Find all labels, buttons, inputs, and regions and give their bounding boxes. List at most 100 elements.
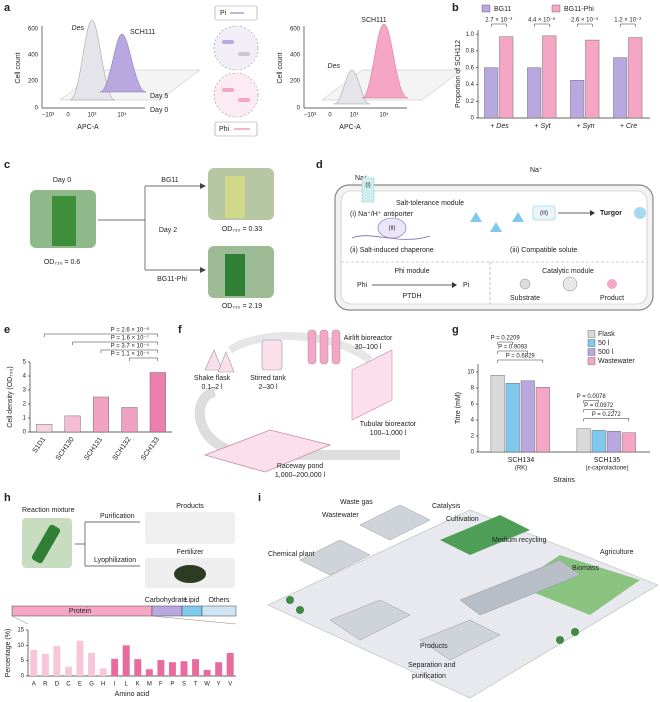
bar	[149, 372, 166, 433]
annotation: P = 1.1 × 10⁻⁴	[111, 351, 150, 358]
solute	[490, 222, 502, 232]
bar	[180, 661, 188, 676]
panel-letter: g	[452, 324, 459, 336]
photo-culture	[52, 196, 76, 246]
axis-title: Amino acid	[115, 691, 150, 698]
arrow-head	[200, 183, 206, 189]
bracket	[583, 418, 630, 422]
panel-letter: a	[4, 2, 11, 14]
axis-title: Titre (mM)	[455, 392, 462, 424]
tick-label: 600	[28, 27, 39, 33]
label: Biomass	[572, 565, 599, 572]
panel-letter: f	[178, 324, 182, 336]
flow-plot: Des SCH111 0 200 400 600 Cell count −10³…	[15, 19, 201, 131]
bar	[134, 659, 142, 676]
histogram-peak	[333, 69, 371, 105]
y-tick-label: 1.0	[466, 32, 475, 38]
axis-title: APC-A	[77, 124, 99, 131]
protein-chain	[351, 235, 431, 240]
label: Shake flask	[194, 375, 231, 382]
cell-icon	[238, 52, 250, 56]
bracket	[576, 23, 593, 27]
legend-swatch	[481, 4, 491, 13]
building	[359, 504, 431, 541]
solute	[512, 212, 524, 222]
arrow-head	[452, 282, 457, 288]
axis-title: Cell count	[15, 52, 22, 83]
x-tick-label: R	[43, 682, 48, 688]
tick-label: 10⁴	[379, 112, 389, 119]
label: Separation and	[408, 662, 456, 669]
legend-label: 500 l	[598, 349, 614, 356]
bar	[535, 387, 550, 453]
bar	[628, 37, 643, 119]
label: Reaction mixture	[22, 507, 75, 514]
x-tick-label: L	[125, 682, 129, 688]
bar	[215, 662, 223, 676]
bracket	[619, 23, 636, 27]
x-tick-label: + Cre	[620, 123, 637, 130]
bar	[520, 380, 535, 453]
bar	[76, 640, 84, 676]
annotation: 4.4 × 10⁻⁶	[528, 17, 556, 24]
label: 1,000–200,000 l	[275, 472, 326, 479]
x-tick-label: D	[55, 682, 60, 688]
bracket	[490, 23, 507, 27]
label: Day 0	[53, 177, 71, 184]
bar	[499, 36, 514, 119]
antiporter	[361, 177, 375, 203]
tick-label: −10³	[42, 113, 54, 119]
marker: (i)	[365, 183, 370, 189]
bar	[621, 432, 636, 453]
tree	[571, 628, 579, 636]
panel-letter: i	[258, 492, 261, 504]
flask-icon	[204, 349, 223, 371]
legend-label: 50 l	[598, 340, 610, 347]
panel-letter: c	[4, 159, 10, 171]
solute	[470, 212, 482, 222]
axis-title: Cell count	[277, 52, 284, 83]
annotation: P = 0.6829	[506, 354, 536, 360]
tick-label: 400	[28, 53, 39, 59]
label: Airlift bioreactor	[344, 335, 393, 342]
bar	[613, 57, 628, 119]
annotation: P = 1.6 × 10⁻⁷	[111, 335, 149, 342]
annotation: P = 0.2209	[491, 336, 521, 342]
bracket	[497, 341, 513, 345]
tick-label: 10³	[88, 113, 97, 119]
building	[329, 599, 411, 641]
y-tick-label: 0.8	[466, 49, 475, 55]
x-tick-label: SCH133	[140, 436, 161, 462]
airlift-icon	[307, 329, 317, 365]
label: Products	[420, 643, 448, 650]
bar	[591, 430, 606, 453]
annotation: P = 3.7 × 10⁻⁴	[111, 343, 150, 350]
label: PTDH	[402, 293, 421, 300]
photo-culture	[225, 254, 245, 296]
tick-label: −10³	[304, 113, 316, 119]
annotation: 1.2 × 10⁻²	[614, 18, 641, 24]
tick-label: 200	[290, 79, 301, 85]
cultivation-tubes	[440, 515, 530, 555]
label: Carbohydrate	[145, 597, 188, 604]
building	[299, 539, 371, 576]
zoom-line	[11, 615, 237, 625]
axis-title: Percentage (%)	[5, 629, 12, 678]
label: purification	[412, 673, 446, 680]
label: Turgor	[600, 210, 622, 217]
building	[419, 619, 501, 661]
y-tick-label: 6	[471, 402, 475, 408]
label: Lipid	[185, 597, 200, 604]
label: Pi	[463, 282, 470, 289]
tick-label: 10³	[350, 113, 359, 119]
bar	[203, 669, 211, 676]
axis-title: Proportion of SCH112	[455, 40, 462, 108]
flow-plot: Des SCH111 0 200 400 600 Cell count −10³…	[277, 17, 463, 131]
bar	[157, 660, 165, 676]
label: Medium recycling	[492, 537, 547, 544]
label: Product	[600, 295, 624, 302]
bar	[484, 67, 499, 119]
label: (iii) Compatible solute	[510, 247, 577, 254]
peak-label: Des	[72, 25, 85, 32]
x-tick-label: C	[66, 682, 71, 688]
